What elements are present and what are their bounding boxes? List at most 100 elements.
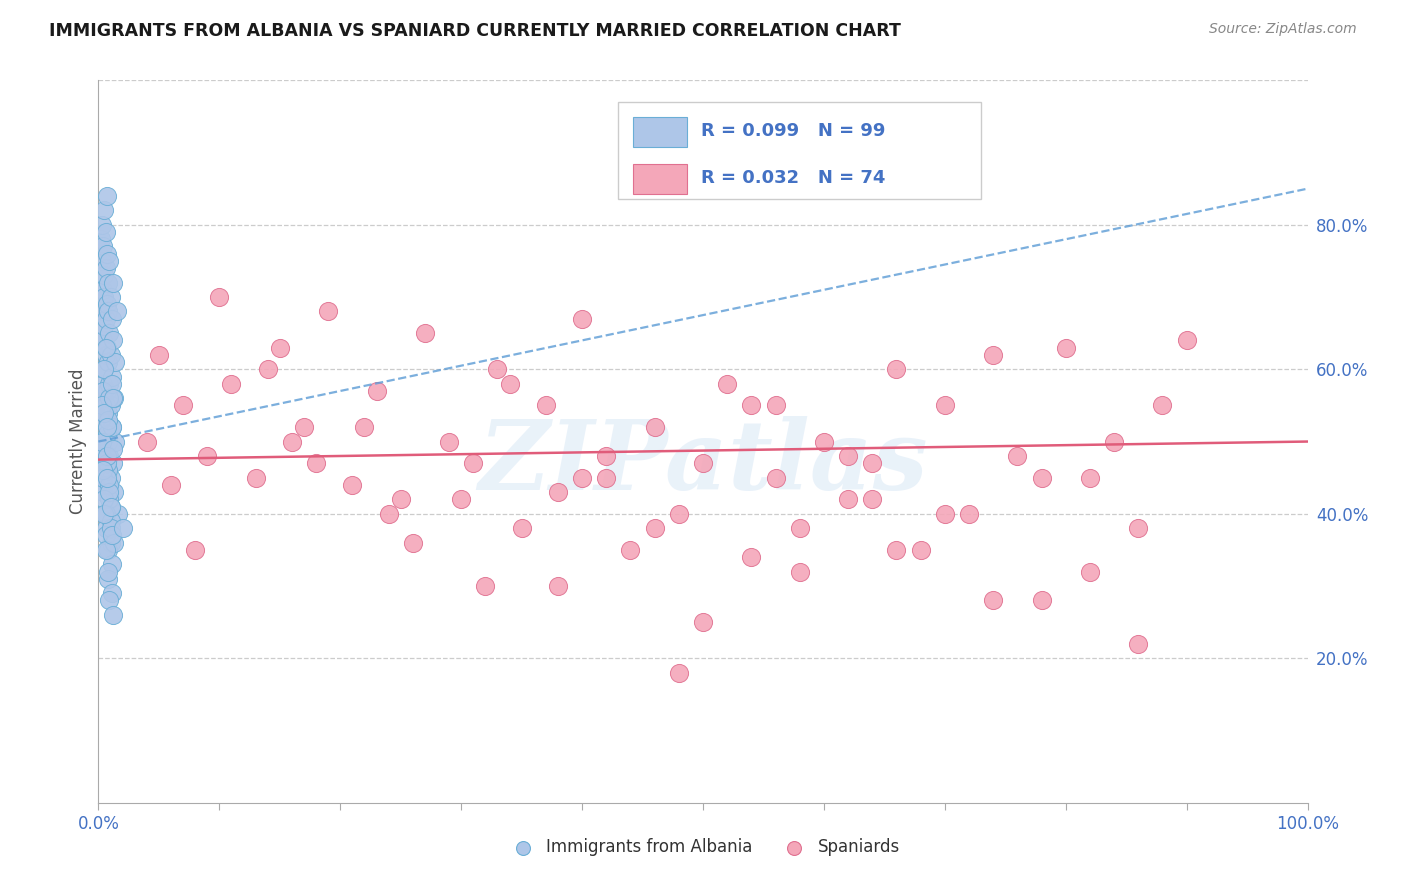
Point [716,376,738,391]
Point [91,304,114,318]
Point [91,283,114,297]
Point [94,521,117,535]
Point [94,542,117,557]
Point [96,420,118,434]
Point [316,304,339,318]
Point [571,470,593,484]
Point [437,434,460,449]
Point [100,500,122,514]
Point [571,311,593,326]
Point [245,470,267,484]
Point [94,311,117,326]
Point [94,261,117,276]
Point [292,420,315,434]
Point [510,521,533,535]
Point [184,542,207,557]
Point [1152,398,1174,412]
Point [813,434,835,449]
Point [100,311,122,326]
Point [837,492,859,507]
Point [91,376,114,391]
Point [97,463,120,477]
Point [100,528,122,542]
Point [96,341,118,355]
Point [93,318,115,333]
Point [97,406,120,420]
Point [90,326,112,340]
Point [498,376,520,391]
Point [377,507,399,521]
Point [101,456,124,470]
Point [1054,341,1077,355]
Point [644,521,666,535]
Point [692,456,714,470]
Point [97,542,120,557]
Point [91,218,114,232]
Point [91,384,114,398]
Point [1102,434,1125,449]
Point [402,535,425,549]
Point [94,225,117,239]
Point [101,391,124,405]
Point [160,478,183,492]
Point [103,535,125,549]
Point [91,434,114,449]
Point [101,607,124,622]
Point [96,246,118,260]
Point [100,586,122,600]
Point [91,239,114,253]
Point [366,384,388,398]
Point [93,203,115,218]
Point [668,665,690,680]
Point [534,398,557,412]
Text: R = 0.032   N = 74: R = 0.032 N = 74 [700,169,884,186]
Point [97,565,120,579]
Point [96,427,118,442]
Point [474,579,496,593]
Point [860,456,883,470]
Point [100,514,122,528]
Point [104,434,127,449]
Point [94,341,117,355]
Point [91,485,114,500]
Point [90,442,112,456]
Y-axis label: Currently Married: Currently Married [69,368,87,515]
Point [93,492,115,507]
Point [1031,593,1053,607]
Point [98,478,121,492]
Point [96,297,118,311]
Point [135,434,157,449]
Point [100,290,122,304]
Point [101,276,124,290]
Point [97,304,120,318]
Point [93,478,115,492]
Point [463,456,485,470]
Point [789,565,811,579]
Point [389,492,412,507]
Point [98,485,121,500]
Point [740,550,762,565]
Point [101,442,124,456]
Point [305,456,328,470]
Point [100,470,122,484]
Point [595,449,617,463]
Point [547,485,569,500]
Point [96,470,118,484]
Point [413,326,436,340]
Point [98,391,121,405]
Point [1031,470,1053,484]
Point [981,593,1004,607]
Point [98,449,121,463]
Point [353,420,375,434]
Point [486,362,509,376]
Point [547,579,569,593]
Bar [633,117,688,147]
Point [101,334,124,348]
Point [1175,334,1198,348]
Point [934,398,956,412]
Point [97,572,120,586]
Point [342,478,364,492]
Point [100,376,122,391]
Point [96,449,118,463]
Point [98,253,121,268]
